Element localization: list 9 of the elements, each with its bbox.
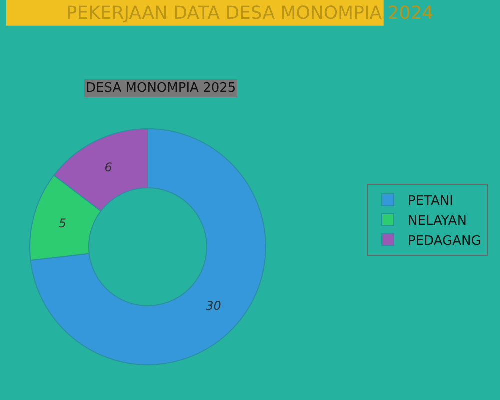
chart-subtitle: DESA MONOMPIA 2025 [86,81,236,96]
legend-label: PEDAGANG [408,234,482,249]
chart-title: PEKERJAAN DATA DESA MONOMPIA 2024 [66,3,434,24]
legend-label: PETANI [408,194,454,210]
data-label: 5 [58,216,66,231]
legend-label: NELAYAN [408,214,467,229]
data-label: 30 [206,298,222,313]
donut-slice [30,128,266,366]
data-label: 6 [104,160,113,175]
